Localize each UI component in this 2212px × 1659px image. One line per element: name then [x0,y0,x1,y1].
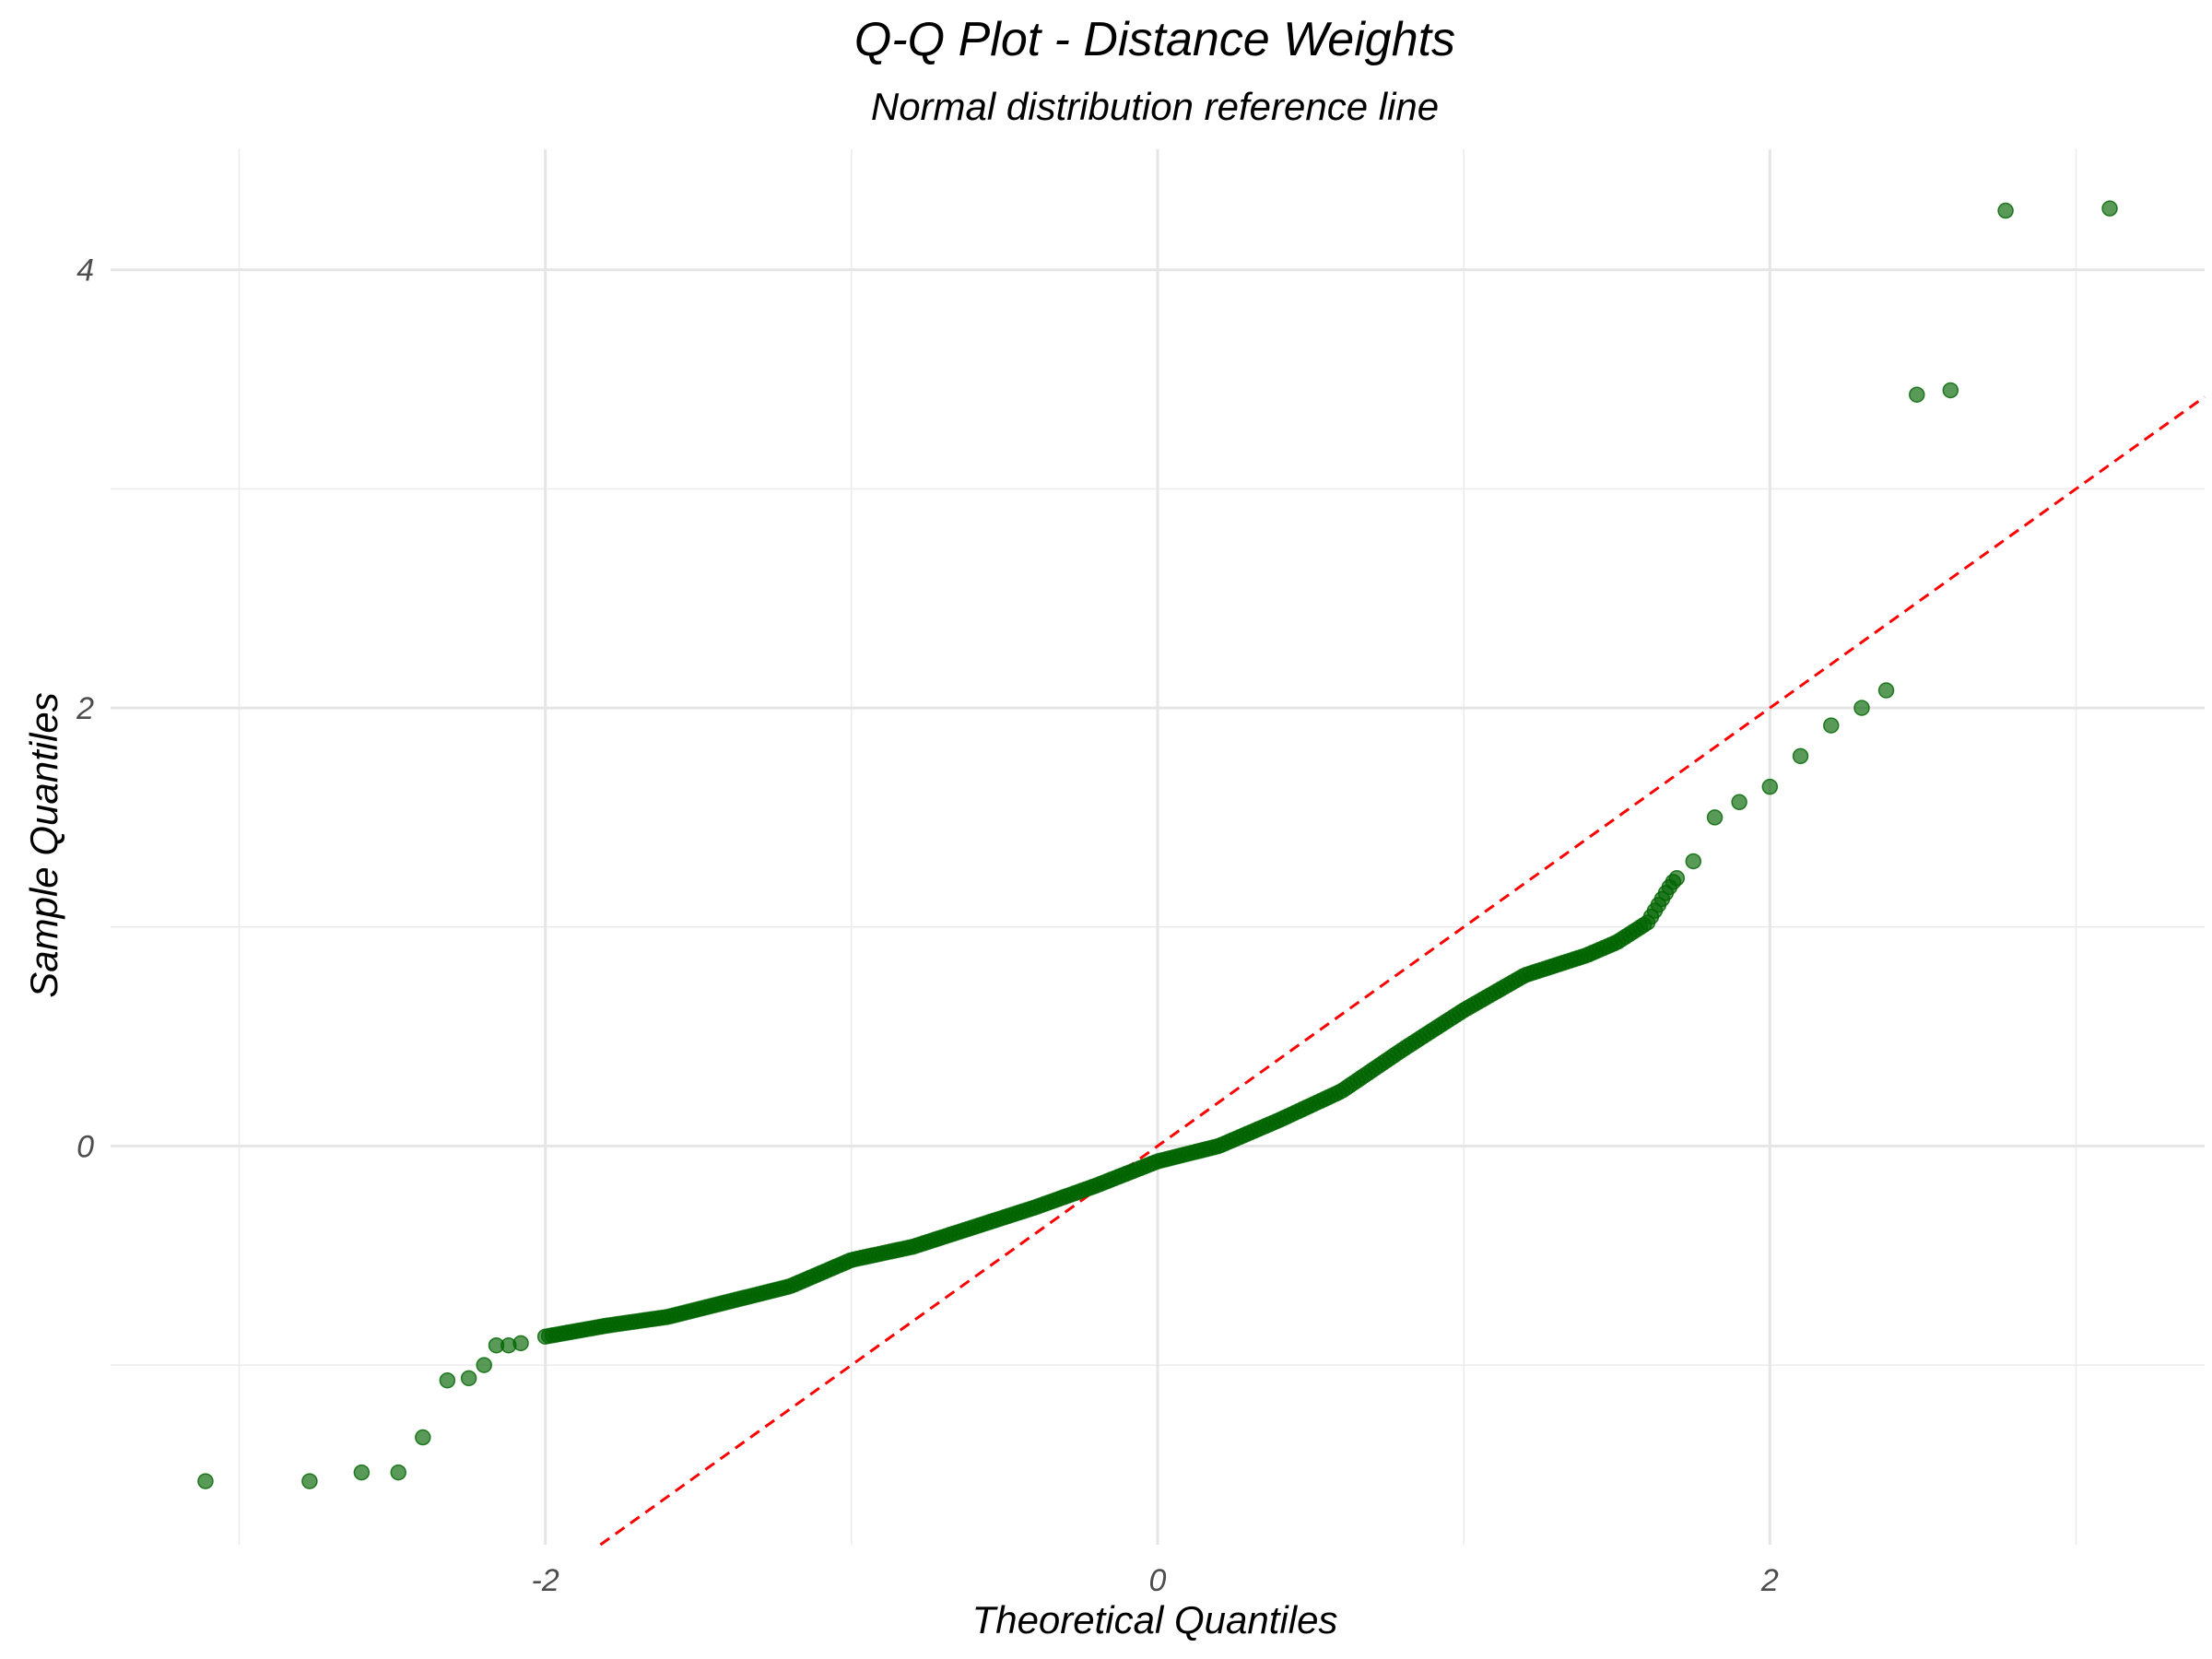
data-point [301,1473,318,1489]
y-tick-label: 4 [76,253,94,288]
data-point [415,1429,431,1446]
data-point [439,1371,456,1389]
data-point [1823,717,1840,734]
data-point [1706,809,1724,826]
data-point [353,1464,371,1481]
data-point [197,1473,214,1489]
data-point [1685,853,1702,870]
y-tick-label: 2 [76,691,94,726]
data-point [460,1370,477,1387]
data-points [197,200,2118,1489]
y-axis-label: Sample Quantiles [22,692,65,998]
data-point [1853,700,1870,716]
x-tick-label: 2 [1760,1563,1779,1598]
data-point [1909,386,1925,403]
plot-panel [111,149,2206,1547]
data-point [1668,870,1686,887]
data-point [2101,200,2118,217]
data-point [1997,202,2014,219]
x-axis-ticks: -2 0 2 [532,1563,1779,1598]
data-point [390,1464,406,1481]
chart-title: Q-Q Plot - Distance Weights [854,13,1455,66]
grid-lines [111,149,2205,1545]
data-point [1792,747,1809,765]
data-point [1877,682,1895,699]
y-axis-ticks: 0 2 4 [76,253,94,1165]
data-point [1731,794,1747,811]
x-tick-label: -2 [532,1563,559,1598]
reference-line-group [599,395,2206,1547]
x-tick-label: 0 [1149,1563,1167,1598]
data-point [476,1357,492,1373]
chart-subtitle: Normal distribution reference line [871,85,1439,128]
data-point [1761,778,1779,795]
x-axis-label: Theoretical Quantiles [972,1598,1338,1641]
data-point [512,1335,529,1352]
data-point [1942,382,1959,399]
reference-line [599,395,2206,1547]
y-tick-label: 0 [76,1129,94,1164]
